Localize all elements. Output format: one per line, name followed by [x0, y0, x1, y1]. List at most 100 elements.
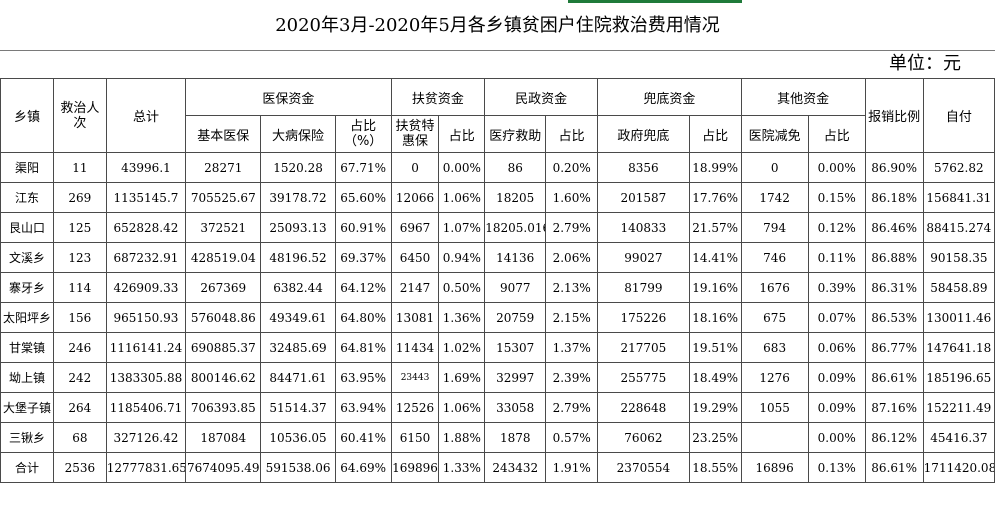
- cell-township: 三锹乡: [0, 422, 54, 453]
- table-row: 甘棠镇 246 1116141.24 690885.37 32485.69 64.81% 1…: [0, 332, 995, 363]
- cell-other-share: 0.09%: [807, 392, 866, 423]
- cell-total: 12777831.65: [105, 452, 187, 483]
- cell-reimbursement-ratio: 86.53%: [864, 302, 924, 333]
- cell-visits: 68: [52, 422, 107, 453]
- cell-poverty-share: 1.07%: [438, 212, 486, 243]
- cell-medical-aid: 18205.01604: [484, 212, 547, 243]
- cell-hospital-waiver: 683: [740, 332, 809, 363]
- cell-basic-insurance: 267369: [185, 272, 262, 303]
- cell-visits: 269: [52, 182, 107, 213]
- table-row: 江东 269 1135145.7 705525.67 39178.72 65.60% 120…: [0, 182, 995, 213]
- header-share-2: 占比: [438, 115, 486, 153]
- cell-other-share: 0.11%: [807, 242, 866, 273]
- table-row: 合计 2536 12777831.65 7674095.49 591538.06 64.6…: [0, 452, 995, 483]
- cell-total: 1116141.24: [105, 332, 187, 363]
- cell-total: 652828.42: [105, 212, 187, 243]
- cell-poverty-share: 1.33%: [438, 452, 486, 483]
- cell-civil-share: 2.79%: [545, 392, 599, 423]
- cell-insurance-share: 67.71%: [334, 152, 392, 183]
- header-total: 总计: [105, 78, 187, 153]
- cell-gov-safety-net: 140833: [597, 212, 690, 243]
- cell-poverty-special: 2147: [390, 272, 440, 303]
- cell-gov-safety-net: 217705: [597, 332, 690, 363]
- cell-gov-safety-net: 99027: [597, 242, 690, 273]
- cell-reimbursement-ratio: 86.90%: [864, 152, 924, 183]
- cell-total: 426909.33: [105, 272, 187, 303]
- header-poverty-special: 扶贫特惠保: [390, 115, 440, 153]
- cell-critical-illness: 25093.13: [260, 212, 336, 243]
- header-basic-insurance: 基本医保: [185, 115, 262, 153]
- cell-total: 1185406.71: [105, 392, 187, 423]
- cell-township: 江东: [0, 182, 54, 213]
- cell-poverty-share: 1.88%: [438, 422, 486, 453]
- table-row: 渠阳 11 43996.1 28271 1520.28 67.71% 0 0.00% 86 0.2…: [0, 152, 995, 183]
- table-row: 太阳坪乡 156 965150.93 576048.86 49349.61 64.80% 1…: [0, 302, 995, 333]
- cell-total: 43996.1: [105, 152, 187, 183]
- cell-other-share: 0.12%: [807, 212, 866, 243]
- cell-critical-illness: 6382.44: [260, 272, 336, 303]
- cell-civil-share: 2.06%: [545, 242, 599, 273]
- cell-poverty-special: 13081: [390, 302, 440, 333]
- cell-civil-share: 1.60%: [545, 182, 599, 213]
- cell-visits: 2536: [52, 452, 107, 483]
- cell-total: 1135145.7: [105, 182, 187, 213]
- header-group-civil-fund: 民政资金: [484, 78, 599, 116]
- cell-poverty-special: 6450: [390, 242, 440, 273]
- header-reimbursement-ratio: 报销比例: [864, 78, 924, 153]
- cell-civil-share: 2.39%: [545, 362, 599, 393]
- header-share-5: 占比: [807, 115, 866, 153]
- cell-visits: 11: [52, 152, 107, 183]
- cell-total: 327126.42: [105, 422, 187, 453]
- cell-township: 甘棠镇: [0, 332, 54, 363]
- cell-poverty-special: 6150: [390, 422, 440, 453]
- cell-other-share: 0.00%: [807, 152, 866, 183]
- cell-gov-safety-net: 81799: [597, 272, 690, 303]
- cell-critical-illness: 10536.05: [260, 422, 336, 453]
- cell-self-pay: 45416.37: [922, 422, 995, 453]
- table-title: 2020年3月-2020年5月各乡镇贫困户住院救治费用情况: [0, 6, 995, 51]
- cell-safety-net-share: 18.55%: [688, 452, 742, 483]
- cell-safety-net-share: 19.29%: [688, 392, 742, 423]
- cell-poverty-special: 12526: [390, 392, 440, 423]
- header-share-4: 占比: [688, 115, 742, 153]
- cell-insurance-share: 64.81%: [334, 332, 392, 363]
- cell-reimbursement-ratio: 86.77%: [864, 332, 924, 363]
- cell-hospital-waiver: 1276: [740, 362, 809, 393]
- header-group-poverty-fund: 扶贫资金: [390, 78, 486, 116]
- cell-safety-net-share: 19.51%: [688, 332, 742, 363]
- cell-civil-share: 2.15%: [545, 302, 599, 333]
- cell-basic-insurance: 690885.37: [185, 332, 262, 363]
- cell-civil-share: 2.13%: [545, 272, 599, 303]
- cell-gov-safety-net: 76062: [597, 422, 690, 453]
- cell-total: 965150.93: [105, 302, 187, 333]
- cell-visits: 125: [52, 212, 107, 243]
- cell-other-share: 0.06%: [807, 332, 866, 363]
- cell-civil-share: 1.91%: [545, 452, 599, 483]
- cell-poverty-share: 1.69%: [438, 362, 486, 393]
- cell-insurance-share: 64.69%: [334, 452, 392, 483]
- cell-self-pay: 88415.274: [922, 212, 995, 243]
- cell-critical-illness: 49349.61: [260, 302, 336, 333]
- cell-other-share: 0.09%: [807, 362, 866, 393]
- cell-other-share: 0.39%: [807, 272, 866, 303]
- cell-safety-net-share: 19.16%: [688, 272, 742, 303]
- cell-safety-net-share: 14.41%: [688, 242, 742, 273]
- cell-gov-safety-net: 175226: [597, 302, 690, 333]
- cell-self-pay: 130011.46: [922, 302, 995, 333]
- cell-reimbursement-ratio: 86.61%: [864, 362, 924, 393]
- cell-gov-safety-net: 8356: [597, 152, 690, 183]
- cell-basic-insurance: 800146.62: [185, 362, 262, 393]
- cell-poverty-share: 0.50%: [438, 272, 486, 303]
- cell-gov-safety-net: 2370554: [597, 452, 690, 483]
- cell-hospital-waiver: 675: [740, 302, 809, 333]
- header-hospital-waiver: 医院减免: [740, 115, 809, 153]
- cell-medical-aid: 33058: [484, 392, 547, 423]
- cell-poverty-share: 0.00%: [438, 152, 486, 183]
- cell-reimbursement-ratio: 86.31%: [864, 272, 924, 303]
- cell-basic-insurance: 7674095.49: [185, 452, 262, 483]
- header-share-1: 占比（%）: [334, 115, 392, 153]
- cell-medical-aid: 18205: [484, 182, 547, 213]
- cell-basic-insurance: 28271: [185, 152, 262, 183]
- cell-other-share: 0.15%: [807, 182, 866, 213]
- cell-hospital-waiver: 1055: [740, 392, 809, 423]
